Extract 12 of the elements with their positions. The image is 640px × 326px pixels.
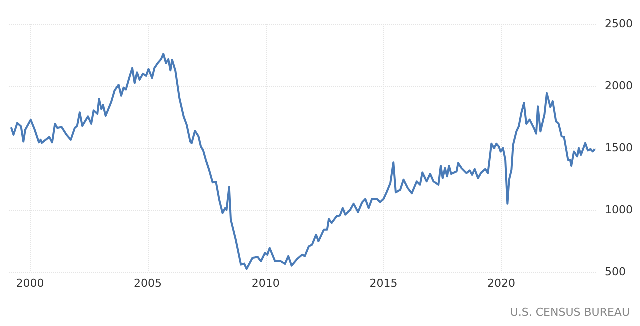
y-tick-label: 500: [605, 266, 626, 278]
x-tick-label: 2015: [370, 277, 398, 290]
line-series: [10, 53, 596, 270]
x-tick-label: 2020: [488, 277, 516, 290]
y-tick-label: 1500: [605, 142, 633, 154]
x-tick-label: 2005: [134, 277, 162, 290]
x-tick-label: 2010: [252, 277, 280, 290]
text: U.S. CENSUS BUREAU: [510, 306, 630, 319]
y-tick-label: 1000: [605, 204, 633, 216]
y-tick-label: 2000: [605, 80, 633, 92]
y-tick-label: 2500: [605, 18, 633, 30]
x-tick-label: 2000: [16, 277, 44, 290]
